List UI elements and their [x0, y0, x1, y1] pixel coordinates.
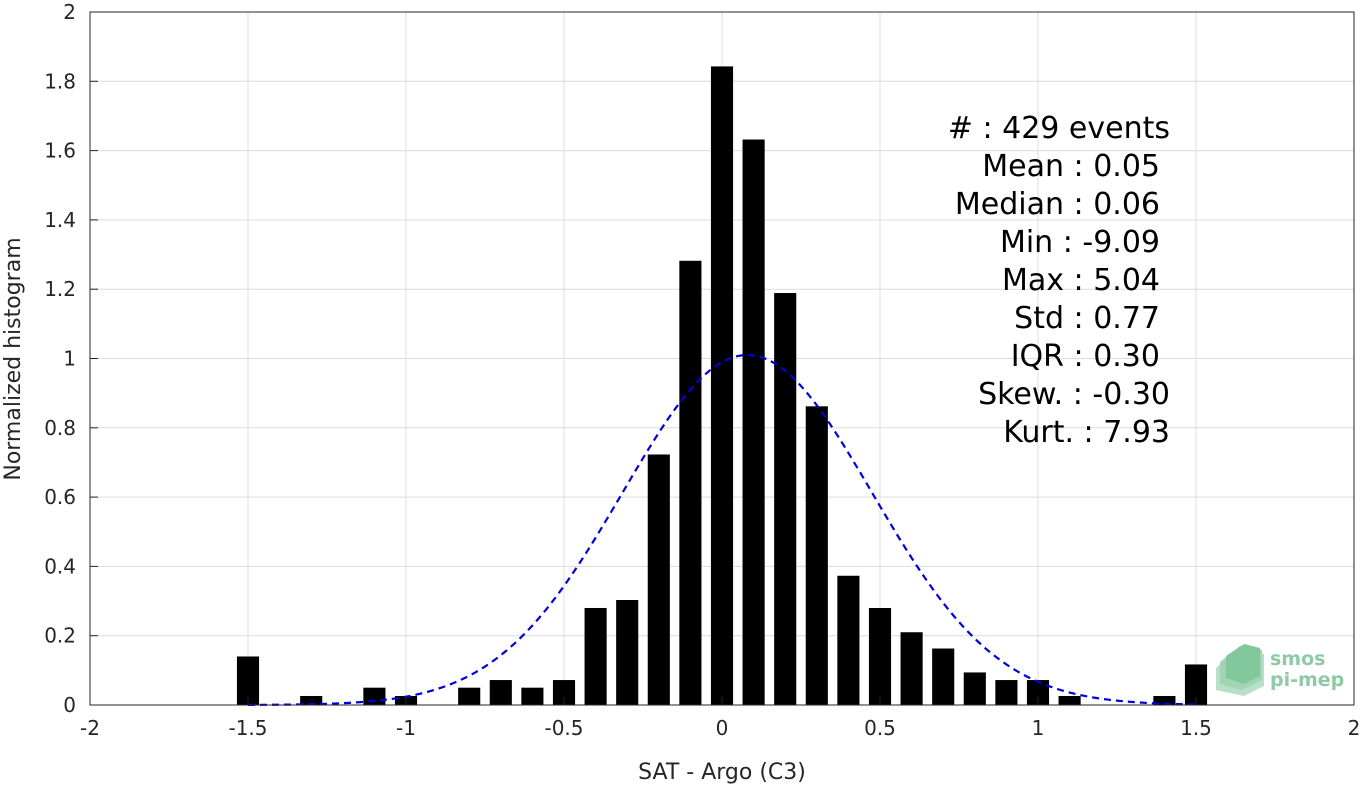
- histogram-bar: [963, 672, 986, 705]
- histogram-bar: [932, 648, 955, 705]
- y-tick-label: 1: [63, 347, 76, 371]
- y-tick-label: 1.4: [44, 208, 76, 232]
- smos-pi-mep-logo: smos pi-mep: [1216, 644, 1344, 696]
- histogram-bar: [774, 293, 797, 705]
- y-axis-ticks: 0 0.2 0.4 0.6 0.8 1 1.2 1.4 1.6 1.8 2: [44, 0, 98, 717]
- y-tick-label: 1.8: [44, 69, 76, 93]
- stat-line: Skew. : -0.30: [978, 377, 1170, 412]
- histogram-bar: [236, 656, 260, 705]
- logo-emblem-icon: [1216, 644, 1264, 696]
- y-tick-label: 0: [63, 693, 76, 717]
- stat-line: Min : -9.09: [1000, 225, 1160, 260]
- histogram-bar: [868, 607, 892, 705]
- x-tick-label: 1.5: [1180, 716, 1212, 740]
- histogram-bar: [458, 687, 481, 705]
- stat-line: Median : 0.06: [955, 187, 1160, 222]
- histogram-bar: [1026, 680, 1050, 705]
- stat-line: Max : 5.04: [1002, 263, 1160, 298]
- x-axis-ticks: -2 -1.5 -1 -0.5 0 0.5 1 1.5 2: [80, 697, 1360, 740]
- histogram-bar: [1184, 664, 1208, 705]
- histogram-bar: [552, 680, 576, 705]
- histogram-bar: [363, 687, 386, 705]
- y-axis-label: Normalized histogram: [1, 237, 26, 480]
- histogram-bar: [1058, 695, 1081, 705]
- histogram-bar: [300, 695, 323, 705]
- histogram-bar: [710, 66, 734, 705]
- x-tick-label: -1: [396, 716, 416, 740]
- x-tick-label: 0.5: [864, 716, 896, 740]
- histogram-bar: [837, 575, 860, 705]
- logo-text-pi-mep: pi-mep: [1270, 669, 1344, 691]
- y-tick-label: 2: [63, 0, 76, 24]
- histogram-bar: [679, 260, 702, 705]
- y-tick-label: 0.2: [44, 624, 76, 648]
- x-tick-label: 0: [716, 716, 729, 740]
- histogram-bar: [995, 680, 1018, 705]
- histogram-bar: [489, 680, 512, 705]
- normal-fit-curve: [247, 353, 1197, 706]
- x-tick-label: -0.5: [544, 716, 583, 740]
- histogram-bar: [742, 139, 765, 706]
- y-tick-label: 1.6: [44, 139, 76, 163]
- y-tick-label: 0.6: [44, 485, 76, 509]
- stat-line: Kurt. : 7.93: [1003, 415, 1170, 450]
- x-tick-label: -2: [80, 716, 100, 740]
- y-tick-label: 0.8: [44, 416, 76, 440]
- x-tick-label: 2: [1348, 716, 1361, 740]
- stat-line: # : 429 events: [948, 111, 1170, 146]
- stat-line: IQR : 0.30: [1011, 339, 1160, 374]
- stat-line: Mean : 0.05: [982, 149, 1160, 184]
- x-tick-label: -1.5: [228, 716, 267, 740]
- histogram-bar: [647, 454, 670, 705]
- x-axis-label: SAT - Argo (C3): [638, 760, 806, 785]
- histogram-bar: [616, 600, 639, 705]
- histogram-bars: [236, 66, 1208, 706]
- histogram-bar: [584, 607, 607, 705]
- histogram-bar: [1153, 695, 1176, 705]
- logo-text-smos: smos: [1270, 648, 1325, 670]
- histogram-bar: [521, 687, 544, 705]
- y-tick-label: 1.2: [44, 277, 76, 301]
- y-tick-label: 0.4: [44, 554, 76, 578]
- histogram-bar: [805, 406, 828, 705]
- stat-line: Std : 0.77: [1014, 301, 1160, 336]
- histogram-bar: [900, 632, 923, 705]
- x-tick-label: 1: [1032, 716, 1045, 740]
